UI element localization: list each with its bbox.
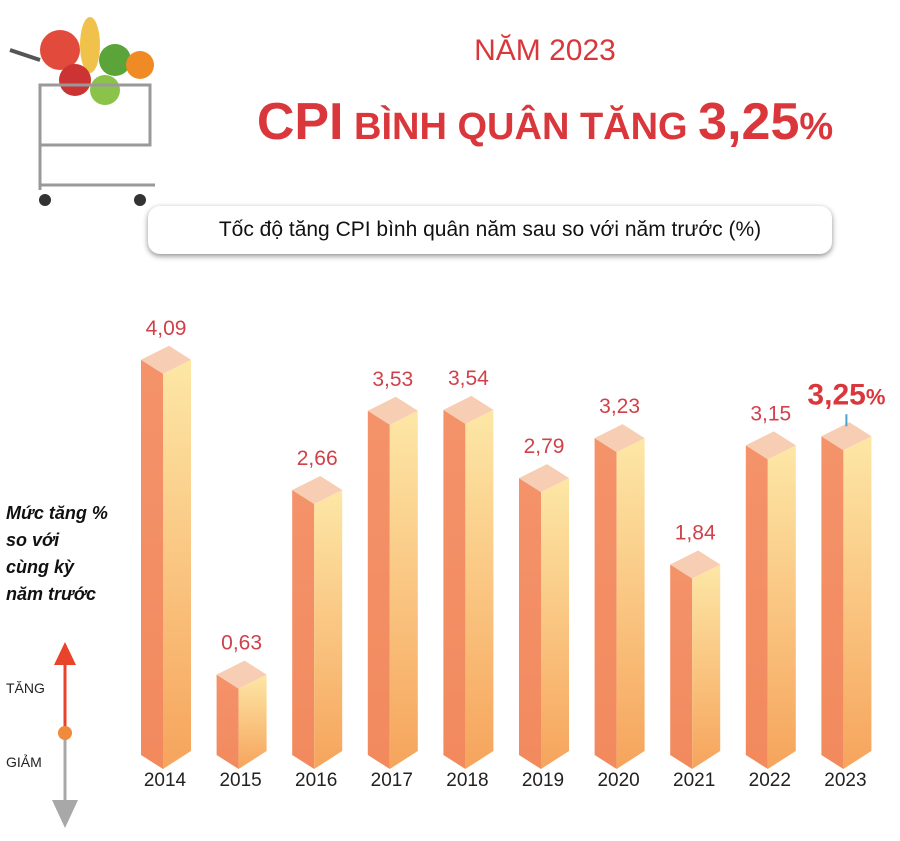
legend-note: Mức tăng % so với cùng kỳ năm trước: [6, 500, 108, 608]
x-tick-label-2019: 2019: [522, 770, 564, 791]
bar-front-2014: [141, 359, 163, 769]
note-line: cùng kỳ: [6, 557, 75, 577]
increase-label: TĂNG: [6, 680, 45, 696]
note-line: Mức tăng %: [6, 503, 108, 523]
bar-top-2014: [141, 345, 191, 374]
chart-subtitle: Tốc độ tăng CPI bình quân năm sau so với…: [148, 206, 832, 254]
x-tick-label-2020: 2020: [597, 770, 639, 791]
bar-front-2016: [292, 489, 315, 769]
bar-top-2021: [670, 550, 721, 579]
x-tick-label-2021: 2021: [673, 770, 715, 791]
x-tick-label-2023: 2023: [824, 770, 866, 791]
bar-top-2020: [594, 424, 645, 453]
bar-front-2018: [443, 409, 466, 769]
title-cpi: CPI: [256, 93, 344, 151]
bar-side-2019: [541, 478, 569, 769]
data-label-2022: 3,15: [750, 402, 791, 425]
x-tick-label-2018: 2018: [446, 770, 488, 791]
bar-top-2017: [367, 396, 418, 425]
title-value: 3,25: [698, 93, 800, 151]
data-label-2018: 3,54: [448, 367, 489, 390]
bar-side-2017: [389, 410, 418, 769]
bar-side-2014: [163, 359, 191, 769]
data-label-2016: 2,66: [297, 447, 338, 470]
bar-side-2016: [314, 489, 343, 769]
bar-top-2018: [443, 395, 494, 424]
bar-front-2020: [594, 438, 617, 769]
x-tick-label-2017: 2017: [371, 770, 413, 791]
data-label-2017: 3,53: [372, 368, 413, 391]
data-label-2020: 3,23: [599, 395, 640, 418]
bar-front-2022: [745, 445, 768, 769]
x-tick-label-2014: 2014: [144, 770, 187, 791]
year-title: NĂM 2023: [474, 34, 616, 67]
title-text: BÌNH QUÂN TĂNG: [343, 106, 699, 148]
bar-front-2017: [367, 410, 390, 769]
x-tick-label-2015: 2015: [219, 770, 261, 791]
bar-top-2015: [216, 660, 267, 689]
bar-side-2022: [767, 445, 796, 769]
increase-decrease-arrow: [52, 642, 78, 828]
data-label-2021: 1,84: [675, 522, 716, 545]
main-title: CPI BÌNH QUÂN TĂNG 3,25%: [195, 92, 895, 152]
note-line: so với: [6, 530, 60, 550]
data-label-2014: 4,09: [146, 317, 187, 340]
bar-front-2019: [519, 478, 541, 769]
bar-side-2018: [465, 409, 494, 769]
x-tick-label-2016: 2016: [295, 770, 337, 791]
bar-top-2022: [745, 431, 796, 460]
x-tick-label-2022: 2022: [749, 770, 791, 791]
bar-front-2023: [821, 436, 844, 769]
bar-side-2020: [616, 438, 645, 769]
note-line: năm trước: [6, 584, 96, 604]
data-label-2019: 2,79: [524, 435, 565, 458]
data-label-2023: 3,25%: [807, 378, 885, 411]
decrease-label: GIẢM: [6, 754, 42, 770]
bar-front-2021: [670, 564, 693, 769]
data-label-unit: %: [866, 384, 886, 409]
bar-front-2015: [216, 674, 239, 769]
bar-side-2023: [843, 436, 872, 769]
shopping-cart-icon: [9, 17, 155, 206]
bar-top-2019: [519, 464, 569, 493]
bar-top-2016: [292, 475, 343, 504]
bar-side-2021: [692, 564, 721, 769]
bar-top-2023: [821, 422, 872, 451]
bar-side-2015: [238, 674, 267, 769]
data-label-2015: 0,63: [221, 632, 262, 655]
title-unit: %: [799, 106, 834, 148]
